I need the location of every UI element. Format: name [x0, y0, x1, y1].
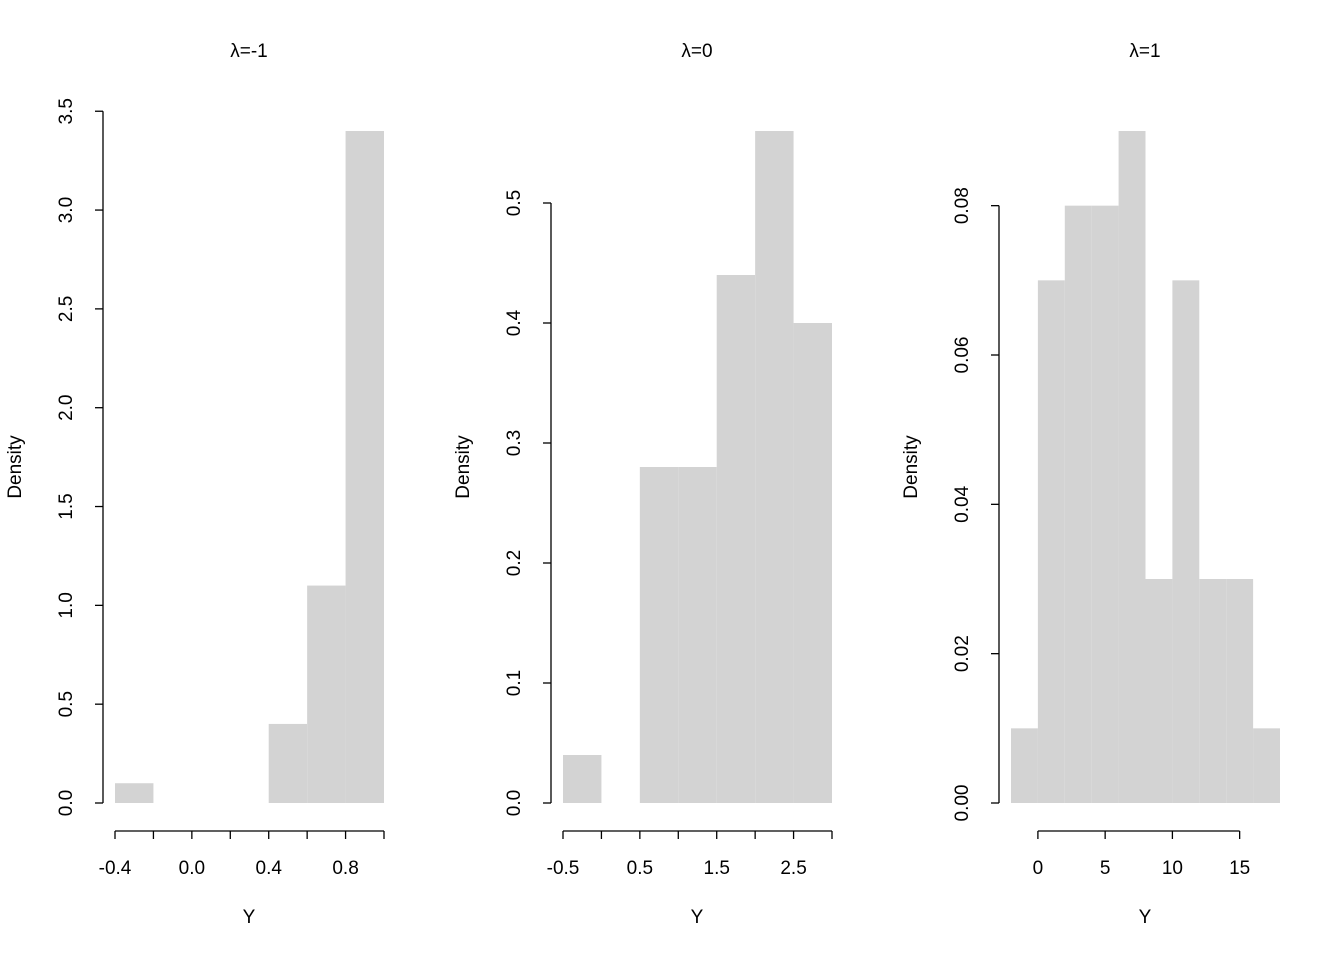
y-axis-label: Density	[5, 435, 26, 499]
x-tick-label: 5	[1100, 858, 1111, 879]
x-tick-label: 0.4	[256, 858, 283, 879]
bar	[716, 275, 756, 803]
x-tick-label: -0.4	[99, 858, 132, 879]
y-tick-label: 0.4	[504, 309, 525, 336]
x-tick-label: 10	[1162, 858, 1183, 879]
bar	[563, 755, 602, 803]
y-tick-label: 0.08	[952, 187, 973, 224]
y-tick-label: 0.0	[504, 790, 525, 816]
x-tick-label: 0.0	[179, 858, 205, 879]
bar	[793, 323, 832, 803]
y-tick-label: 3.0	[56, 197, 77, 223]
y-tick-label: 0.1	[504, 670, 525, 696]
y-tick-label: 0.3	[504, 430, 525, 456]
y-tick-label: 1.0	[56, 592, 77, 618]
y-tick-label: 0.04	[952, 485, 973, 522]
y-tick-label: 0.2	[504, 550, 525, 576]
y-axis-label: Density	[453, 435, 474, 499]
x-tick-label: -0.5	[547, 858, 580, 879]
bar	[1064, 205, 1092, 803]
x-axis-label: Y	[691, 907, 704, 928]
bar	[1172, 280, 1200, 803]
chart-title: λ=-1	[230, 41, 268, 62]
x-tick-label: 2.5	[780, 858, 806, 879]
bar	[639, 467, 679, 803]
x-tick-label: 1.5	[704, 858, 730, 879]
y-tick-label: 2.0	[56, 394, 77, 420]
y-tick-label: 0.0	[56, 790, 77, 816]
x-tick-label: 0	[1033, 858, 1044, 879]
bar	[1145, 579, 1173, 803]
bar	[755, 131, 794, 803]
y-tick-label: 3.5	[56, 98, 77, 124]
y-tick-label: 0.5	[504, 190, 525, 216]
bar	[1037, 280, 1065, 803]
y-tick-label: 1.5	[56, 493, 77, 519]
bar	[1011, 728, 1038, 803]
bar	[678, 467, 717, 803]
chart-title: λ=0	[681, 41, 712, 62]
y-tick-label: 0.00	[952, 785, 973, 822]
bar	[345, 131, 384, 803]
y-tick-label: 0.02	[952, 635, 973, 672]
y-tick-label: 0.06	[952, 337, 973, 374]
x-axis-label: Y	[243, 907, 256, 928]
bar	[1226, 579, 1254, 803]
x-tick-label: 0.5	[627, 858, 653, 879]
y-tick-label: 0.5	[56, 691, 77, 717]
y-axis-label: Density	[901, 435, 922, 499]
bar	[1091, 205, 1119, 803]
bar	[115, 783, 154, 803]
bar	[307, 585, 346, 803]
y-tick-label: 2.5	[56, 296, 77, 322]
bar	[1199, 579, 1227, 803]
x-tick-label: 0.8	[332, 858, 358, 879]
x-axis-label: Y	[1139, 907, 1152, 928]
chart-title: λ=1	[1129, 41, 1160, 62]
bar	[1253, 728, 1280, 803]
x-tick-label: 15	[1229, 858, 1250, 879]
bar	[1118, 131, 1146, 803]
bar	[268, 723, 308, 803]
